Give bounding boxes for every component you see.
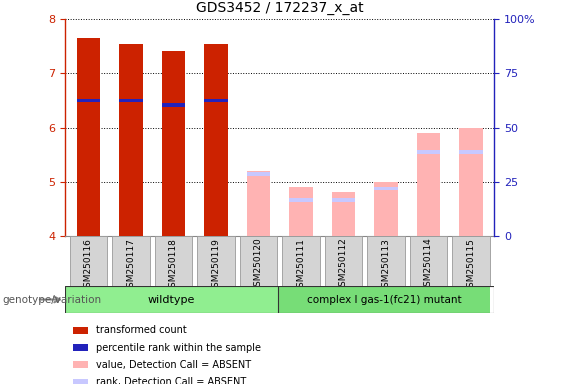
Text: wildtype: wildtype (147, 295, 195, 305)
Bar (289, 198, 312, 202)
Bar (69, 236, 107, 286)
Bar (367, 236, 405, 286)
Bar (417, 150, 440, 154)
Bar (374, 187, 398, 190)
Bar (417, 133, 440, 236)
Bar (119, 44, 142, 236)
Bar (119, 99, 142, 103)
Bar (197, 236, 234, 286)
Bar (277, 286, 490, 313)
Text: GSM250116: GSM250116 (84, 238, 93, 293)
Text: GSM250119: GSM250119 (211, 238, 220, 293)
Bar (204, 99, 228, 103)
Text: GSM250111: GSM250111 (297, 238, 306, 293)
Bar (459, 150, 483, 154)
Text: GSM250112: GSM250112 (339, 238, 348, 292)
Bar (162, 103, 185, 107)
Bar (155, 236, 192, 286)
Bar (453, 236, 490, 286)
Text: value, Detection Call = ABSENT: value, Detection Call = ABSENT (96, 360, 251, 370)
Bar (332, 192, 355, 236)
Bar (325, 236, 362, 286)
Bar (162, 51, 185, 236)
Bar (77, 38, 100, 236)
Text: GSM250113: GSM250113 (381, 238, 390, 293)
Text: GSM250118: GSM250118 (169, 238, 178, 293)
Text: GSM250117: GSM250117 (127, 238, 136, 293)
Text: GSM250120: GSM250120 (254, 238, 263, 292)
Text: GSM250115: GSM250115 (467, 238, 476, 293)
Text: transformed count: transformed count (96, 325, 187, 335)
Bar (204, 44, 228, 236)
Bar (289, 187, 312, 236)
Text: rank, Detection Call = ABSENT: rank, Detection Call = ABSENT (96, 377, 246, 384)
Bar (459, 127, 483, 236)
Title: GDS3452 / 172237_x_at: GDS3452 / 172237_x_at (196, 2, 363, 15)
Bar (77, 99, 100, 103)
Text: GSM250114: GSM250114 (424, 238, 433, 292)
Bar (332, 198, 355, 202)
Bar (247, 172, 270, 176)
Bar (65, 286, 277, 313)
Bar (240, 236, 277, 286)
Bar (410, 236, 447, 286)
Bar (282, 236, 320, 286)
Text: percentile rank within the sample: percentile rank within the sample (96, 343, 261, 353)
Bar (374, 182, 398, 236)
Text: genotype/variation: genotype/variation (3, 295, 102, 305)
Text: complex I gas-1(fc21) mutant: complex I gas-1(fc21) mutant (307, 295, 461, 305)
Bar (247, 171, 270, 236)
Bar (112, 236, 150, 286)
